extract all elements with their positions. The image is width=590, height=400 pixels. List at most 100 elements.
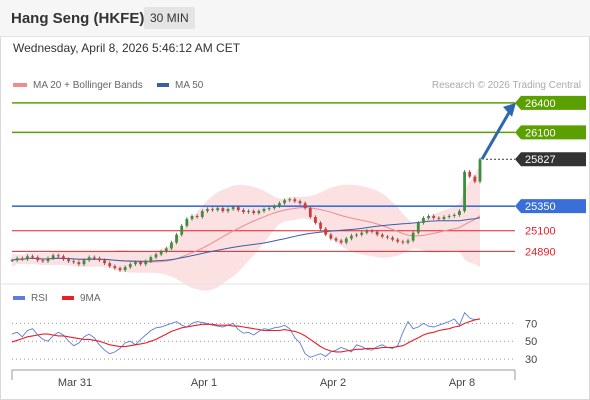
x-tick-label: Apr 1 — [191, 377, 217, 389]
timestamp: Wednesday, April 8, 2026 5:46:12 AM CET — [13, 41, 241, 55]
candle-body — [144, 261, 148, 265]
candle-body — [36, 257, 40, 261]
candle-body — [206, 209, 209, 212]
candle-body — [108, 263, 112, 267]
ma50-swatch — [157, 83, 169, 88]
candle-body — [123, 267, 127, 271]
candle-body — [154, 254, 158, 258]
level-label-26400: 26400 — [525, 98, 556, 110]
candle-body — [319, 222, 322, 229]
candle-body — [272, 206, 276, 209]
rsi-line — [11, 311, 481, 358]
candle-body — [355, 234, 358, 236]
candle-body — [447, 215, 451, 217]
candle-body — [350, 235, 353, 239]
candle-body — [98, 258, 101, 261]
candle-body — [180, 225, 184, 235]
level-tag-26100 — [515, 125, 586, 140]
candle-body — [416, 222, 420, 233]
candle-body — [283, 200, 286, 204]
candle-body — [216, 208, 220, 211]
candle-body — [365, 230, 369, 233]
candle-body — [298, 201, 302, 204]
candle-body — [257, 211, 261, 214]
level-tag-25827 — [515, 152, 586, 167]
candle-body — [370, 230, 374, 232]
candle-body — [339, 240, 343, 243]
ma20-label: MA 20 + Bollinger Bands — [33, 80, 143, 91]
candle-body — [41, 260, 45, 262]
x-tick-label: Apr 2 — [320, 377, 346, 389]
ma9-label: 9MA — [80, 293, 101, 304]
candle-body — [324, 228, 328, 235]
candle-body — [308, 208, 312, 217]
rsi-tick-label: 30 — [525, 354, 537, 366]
candle-body — [20, 258, 24, 260]
candle-body — [411, 232, 415, 241]
candle-body — [432, 215, 436, 218]
candle-body — [334, 238, 338, 241]
candle-body — [386, 236, 389, 238]
candle-body — [329, 234, 333, 239]
candle-body — [87, 257, 91, 261]
candle-body — [31, 256, 34, 258]
candle-body — [360, 232, 364, 235]
candle-body — [170, 242, 173, 249]
ma9-line — [11, 318, 481, 353]
chart-header: Hang Seng (HKFE) 30 MIN — [0, 0, 590, 37]
candle-body — [458, 211, 461, 215]
candle-body — [344, 238, 348, 243]
candle-body — [51, 255, 55, 259]
rsi-tick-label: 50 — [525, 336, 537, 348]
candle-body — [195, 215, 199, 217]
candle-body — [236, 207, 240, 211]
bollinger-band — [12, 164, 480, 291]
candle-body — [10, 260, 14, 262]
ma50-label: MA 50 — [175, 80, 204, 91]
rsi-swatch — [13, 296, 25, 301]
level-label-26100: 26100 — [525, 127, 556, 139]
level-label-25100: 25100 — [525, 226, 556, 238]
candle-body — [15, 258, 19, 261]
level-label-25350: 25350 — [525, 201, 556, 213]
candle-body — [149, 257, 153, 262]
candle-body — [314, 216, 317, 223]
candle-body — [26, 256, 29, 260]
instrument-title: Hang Seng (HKFE) — [11, 10, 145, 27]
level-tag-26400 — [515, 95, 586, 110]
level-tag-25350 — [515, 199, 586, 214]
candle-body — [391, 237, 394, 240]
ma20-swatch — [13, 83, 27, 88]
candle-body — [92, 257, 96, 259]
candle-body — [72, 261, 76, 263]
candle-body — [303, 203, 307, 209]
candle-body — [247, 211, 250, 213]
candle-body — [278, 203, 281, 207]
candle-body — [185, 218, 189, 226]
candle-body — [46, 258, 50, 262]
candle-body — [159, 251, 163, 255]
ma9-swatch — [62, 296, 74, 301]
candle-body — [375, 231, 379, 235]
candle-body — [463, 171, 466, 212]
candle-body — [262, 209, 266, 212]
legend-ma50: MA 50 — [157, 80, 203, 91]
level-label-25827: 25827 — [525, 154, 556, 166]
candle-body — [267, 208, 271, 210]
candle-body — [200, 211, 204, 217]
candle-body — [139, 262, 142, 265]
candle-body — [288, 199, 292, 201]
candle-body — [82, 260, 86, 265]
candle-body — [478, 159, 482, 182]
candle-body — [242, 210, 245, 213]
candle-body — [468, 171, 472, 177]
x-tick-label: Apr 8 — [449, 377, 475, 389]
candle-body — [437, 217, 441, 219]
projection-arrow-line — [480, 110, 512, 160]
candle-body — [293, 199, 297, 202]
candle-body — [221, 208, 225, 212]
candle-body — [442, 216, 446, 219]
interval-badge[interactable]: 30 MIN — [144, 7, 195, 29]
candle-body — [164, 248, 168, 252]
